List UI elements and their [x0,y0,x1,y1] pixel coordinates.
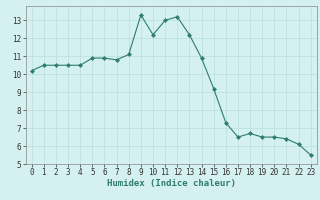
X-axis label: Humidex (Indice chaleur): Humidex (Indice chaleur) [107,179,236,188]
